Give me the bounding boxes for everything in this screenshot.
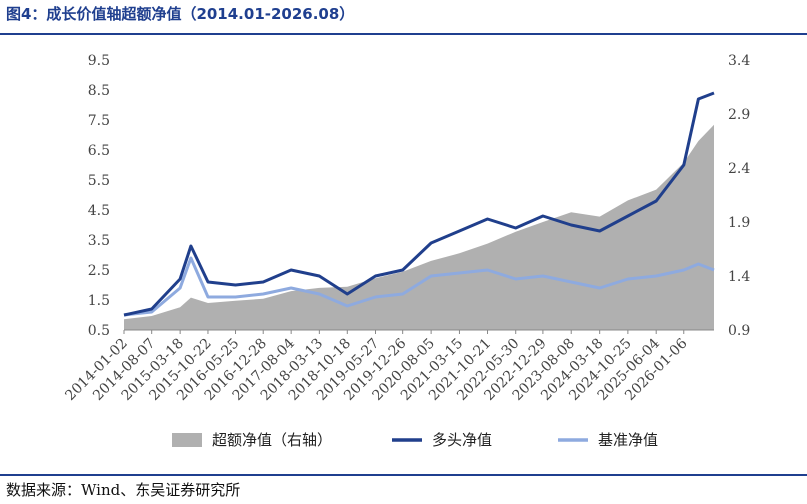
axes: 0.5 1.5 2.5 3.5 4.5 5.5 6.5 7.5 8.5 9.5 0.9 1.4 1.9 2… (62, 53, 750, 404)
y-left-tick-label: 5.5 (88, 173, 110, 189)
y-left-tick-label: 9.5 (88, 53, 110, 69)
y-right-tick-label: 2.9 (728, 107, 750, 123)
legend-label: 基准净值 (598, 431, 658, 449)
y-right-tick-label: 3.4 (728, 53, 750, 69)
y-right-tick-label: 0.9 (728, 323, 750, 339)
source-note: 数据来源：Wind、东吴证券研究所 (6, 481, 241, 499)
figure-title: 图4：成长价值轴超额净值（2014.01-2026.08） (6, 5, 355, 23)
legend-label: 多头净值 (432, 431, 492, 449)
legend: 超额净值（右轴） 多头净值 基准净值 (172, 431, 658, 449)
y-left-tick-label: 0.5 (88, 323, 110, 339)
bottom-rule (0, 474, 807, 476)
y-left-tick-label: 2.5 (88, 263, 110, 279)
y-left-tick-label: 6.5 (88, 143, 110, 159)
y-left-tick-label: 1.5 (88, 293, 110, 309)
y-left-tick-label: 4.5 (88, 203, 110, 219)
y-right-tick-label: 1.4 (728, 269, 750, 285)
legend-swatch-excess (172, 433, 202, 447)
legend-label: 超额净值（右轴） (212, 431, 332, 449)
y-left-tick-label: 8.5 (88, 83, 110, 99)
series-long-nav-line (123, 91, 715, 317)
y-left-tick-label: 3.5 (88, 233, 110, 249)
plot-area (123, 91, 715, 330)
series-excess-area (124, 124, 714, 330)
y-right-tick-label: 2.4 (728, 161, 750, 177)
y-left-tick-label: 7.5 (88, 113, 110, 129)
y-right-tick-label: 1.9 (728, 215, 750, 231)
chart: 0.5 1.5 2.5 3.5 4.5 5.5 6.5 7.5 8.5 9.5 0.9 1.4 1.9 2… (62, 53, 750, 449)
top-rule (0, 33, 807, 35)
series-benchmark-nav-line (123, 256, 715, 317)
